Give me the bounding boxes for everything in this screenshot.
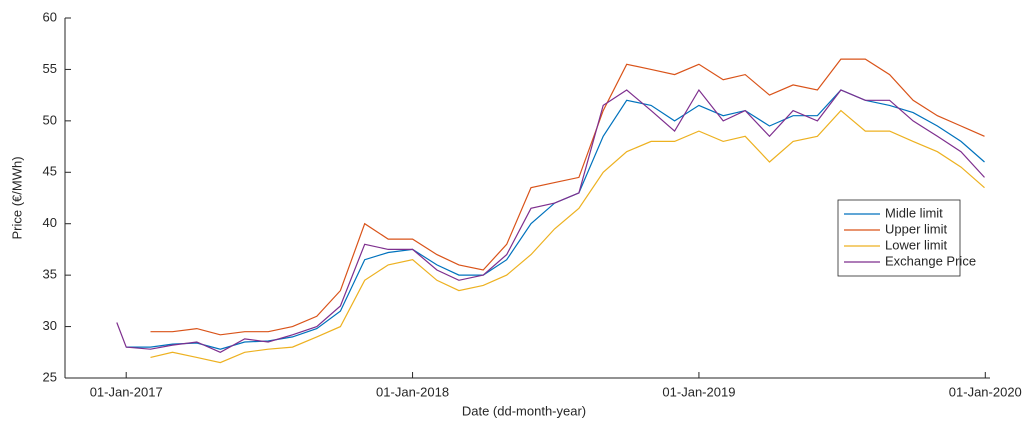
legend-label: Lower limit [885,237,948,252]
legend-label: Exchange Price [885,253,976,268]
legend-label: Upper limit [885,221,948,236]
y-tick-label: 30 [43,318,57,333]
y-tick-label: 25 [43,369,57,384]
y-tick-label: 40 [43,215,57,230]
x-tick-label: 01-Jan-2019 [662,384,735,399]
series-line [150,58,985,336]
y-axis-label: Price (€/MWh) [9,156,24,239]
y-tick-label: 50 [43,112,57,127]
x-tick-label: 01-Jan-2017 [90,384,163,399]
y-tick-label: 35 [43,267,57,282]
x-tick-label: 01-Jan-2020 [949,384,1022,399]
y-tick-label: 55 [43,61,57,76]
series-line [150,109,985,364]
legend-label: Midle limit [885,205,943,220]
legend-box [837,199,961,277]
series-line [116,88,985,353]
y-tick-label: 60 [43,9,57,24]
x-axis-label: Date (dd-month-year) [462,403,586,418]
y-tick-label: 45 [43,164,57,179]
x-tick-label: 01-Jan-2018 [376,384,449,399]
